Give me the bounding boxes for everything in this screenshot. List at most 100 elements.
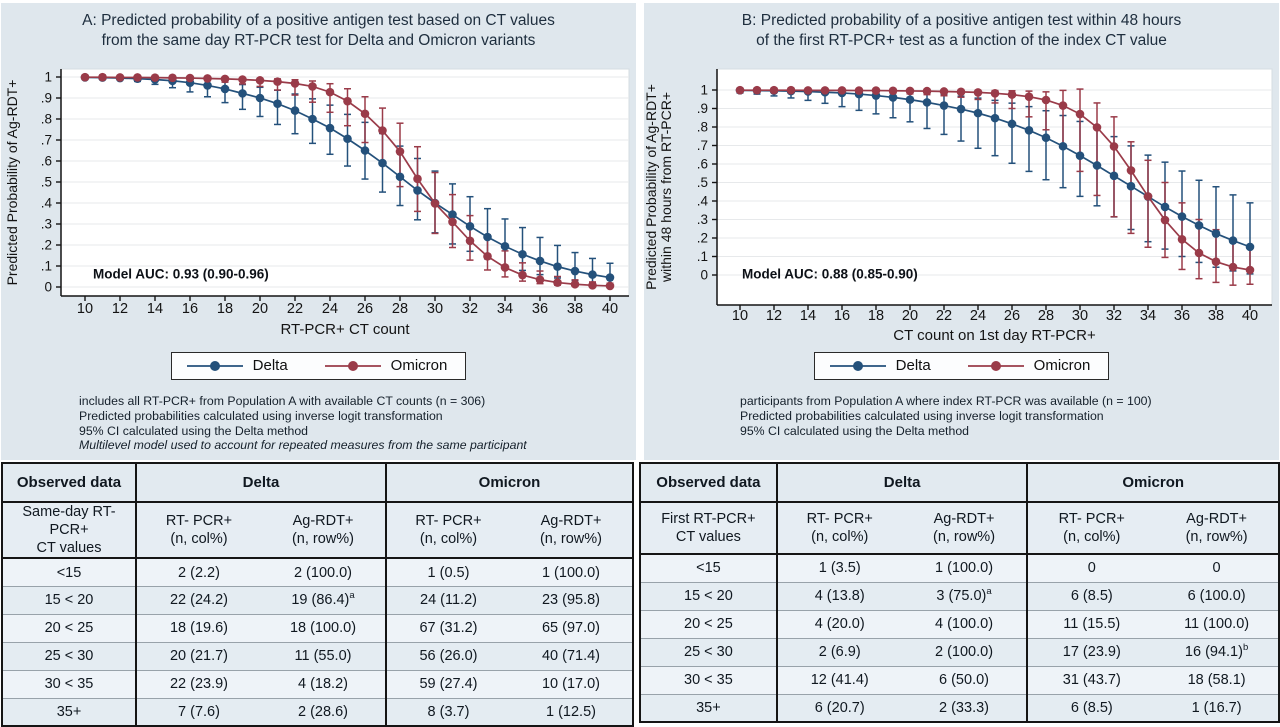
- svg-text:34: 34: [1140, 308, 1156, 324]
- svg-text:Predicted Probability of Ag-RD: Predicted Probability of Ag-RDT+: [644, 84, 659, 290]
- svg-text:12: 12: [112, 301, 128, 317]
- legend-b: Delta Omicron: [644, 352, 1279, 380]
- table-cell: 1 (3.5): [775, 554, 902, 582]
- panel-a-title-line2: from the same day RT-PCR test for Delta …: [101, 32, 536, 50]
- svg-text:.5: .5: [41, 175, 52, 190]
- table-cell: 10 (17.0): [510, 669, 633, 699]
- footnote-line: Predicted probabilities calculated using…: [79, 408, 443, 423]
- legend-a-omicron-label: Omicron: [390, 357, 448, 374]
- svg-text:30: 30: [1072, 308, 1088, 324]
- table-row: 35+ 7 (7.6) 2 (28.6) 8 (3.7) 1 (12.5): [2, 697, 633, 727]
- svg-text:.7: .7: [697, 138, 708, 153]
- table-sub-header: RT- PCR+ (n, col%): [385, 502, 510, 560]
- legend-a-omicron: Omicron: [324, 357, 448, 374]
- table-cell: 6 (20.7): [775, 693, 902, 722]
- svg-text:10: 10: [732, 308, 748, 324]
- panel-b-title: B: Predicted probability of a positive a…: [644, 3, 1279, 52]
- svg-text:20: 20: [902, 308, 918, 324]
- table-cell: 6 (100.0): [1155, 581, 1279, 610]
- table-cell: <15: [696, 560, 721, 577]
- footnote-line: Multilevel model used to account for rep…: [79, 438, 527, 453]
- table-row: 20 < 25 18 (19.6) 18 (100.0) 67 (31.2) 65 (9…: [2, 613, 633, 643]
- table-cell: 1 (16.7): [1155, 693, 1279, 722]
- table-cell: 1 (100.0): [934, 560, 994, 577]
- table-sub-header: Ag-RDT+ (n, row%): [1155, 502, 1279, 555]
- table-row: <15 1 (3.5) 1 (100.0) 0 0: [640, 554, 1279, 582]
- table-cell: <15: [56, 564, 82, 581]
- table-cell: 1 (12.5): [510, 697, 633, 727]
- table-cell: 30 < 35: [2, 669, 136, 699]
- svg-text:18: 18: [217, 301, 233, 317]
- svg-text:14: 14: [147, 301, 163, 317]
- table-cell: 2 (2.2): [135, 558, 261, 587]
- omicron-line-marker-icon: [967, 360, 1024, 371]
- legend-b-box: Delta Omicron: [813, 352, 1110, 380]
- table-cell: 6 (8.5): [1026, 693, 1156, 722]
- svg-text:20: 20: [252, 301, 268, 317]
- table-cell: 18 (100.0): [261, 613, 386, 643]
- observed-data-table-a: Observed data Delta Omicron Same-day RT-PCR…: [1, 462, 634, 727]
- delta-line-marker-icon: [829, 360, 886, 371]
- svg-text:.9: .9: [697, 101, 708, 116]
- table-group-header: Omicron: [1026, 463, 1279, 503]
- table-cell: 11 (100.0): [1155, 609, 1279, 638]
- svg-text:.9: .9: [41, 91, 52, 106]
- svg-text:40: 40: [1242, 308, 1258, 324]
- svg-text:0: 0: [700, 268, 708, 283]
- table-sub-header: RT- PCR+ (n, col%): [775, 502, 902, 555]
- table-cell: 11 (55.0): [261, 641, 386, 671]
- svg-text:.6: .6: [697, 157, 708, 172]
- table-cell: 4 (18.2): [261, 669, 386, 699]
- table-cell: 2 (100.0): [293, 564, 353, 581]
- svg-text:.3: .3: [41, 217, 52, 232]
- panel-a-footnotes: includes all RT-PCR+ from Population A w…: [79, 394, 527, 453]
- table-cell: 7 (7.6): [135, 697, 261, 727]
- table-sub-header: Same-day RT-PCR+ CT values: [2, 502, 136, 560]
- table-cell: 24 (11.2): [385, 585, 510, 615]
- table-cell: 25 < 30: [640, 637, 777, 666]
- legend-a-box: Delta Omicron: [170, 352, 467, 380]
- svg-text:.8: .8: [697, 120, 708, 135]
- svg-text:22: 22: [936, 308, 952, 324]
- svg-text:1: 1: [700, 83, 708, 98]
- table-sub-header: RT- PCR+ (n, col%): [1026, 502, 1156, 555]
- table-cell: 4 (20.0): [775, 609, 902, 638]
- table-cell: 6 (50.0): [901, 665, 1028, 694]
- svg-text:.4: .4: [41, 196, 53, 211]
- table-cell: 8 (3.7): [385, 697, 510, 727]
- omicron-line-marker-icon: [324, 360, 381, 371]
- legend-b-omicron-label: Omicron: [1033, 357, 1091, 374]
- table-cell: 35+: [640, 693, 777, 722]
- table-cell: 18 (19.6): [135, 613, 261, 643]
- table-sub-header: Ag-RDT+ (n, row%): [901, 502, 1028, 555]
- table-cell: 4 (13.8): [775, 581, 902, 610]
- svg-text:1: 1: [44, 70, 52, 85]
- svg-text:22: 22: [287, 301, 303, 317]
- table-cell: 67 (31.2): [385, 613, 510, 643]
- table-cell: 19 (86.4)a: [261, 585, 386, 615]
- legend-b-delta-label: Delta: [895, 357, 931, 374]
- observed-data-table-b: Observed data Delta Omicron First RT-PCR+ CT…: [639, 462, 1280, 723]
- svg-text:30: 30: [427, 301, 443, 317]
- table-cell: 0: [1026, 554, 1156, 582]
- svg-text:.4: .4: [697, 194, 709, 209]
- table-row: 25 < 30 20 (21.7) 11 (55.0) 56 (26.0) 40 (71…: [2, 641, 633, 671]
- table-cell: 22 (24.2): [135, 585, 261, 615]
- panel-b: B: Predicted probability of a positive a…: [644, 3, 1279, 460]
- svg-text:24: 24: [970, 308, 986, 324]
- table-row: 15 < 20 4 (13.8) 3 (75.0)a 6 (8.5) 6 (100.0): [640, 581, 1279, 610]
- chart-b: 0 .1 .2 .3 .4 .5 .6 .7 .8 .9 1 10 12 14 16 18 20 22 24 26 28…: [644, 68, 1273, 344]
- table-group-header: Observed data: [640, 463, 777, 503]
- table-group-header: Observed data: [2, 463, 136, 503]
- table-cell: 4 (100.0): [901, 609, 1028, 638]
- footnote-line: 95% CI calculated using the Delta method: [740, 423, 969, 438]
- footnote-line: participants from Population A where ind…: [740, 394, 1152, 408]
- svg-text:32: 32: [462, 301, 478, 317]
- svg-text:.3: .3: [697, 212, 708, 227]
- panel-a-title: A: Predicted probability of a positive a…: [1, 3, 636, 52]
- table-cell: 20 < 25: [2, 613, 136, 643]
- table-cell: 15 < 20: [2, 585, 136, 615]
- table-row: 35+ 6 (20.7) 2 (33.3) 6 (8.5) 1 (16.7): [640, 693, 1279, 722]
- table-cell: 20 (21.7): [135, 641, 261, 671]
- svg-text:12: 12: [766, 308, 782, 324]
